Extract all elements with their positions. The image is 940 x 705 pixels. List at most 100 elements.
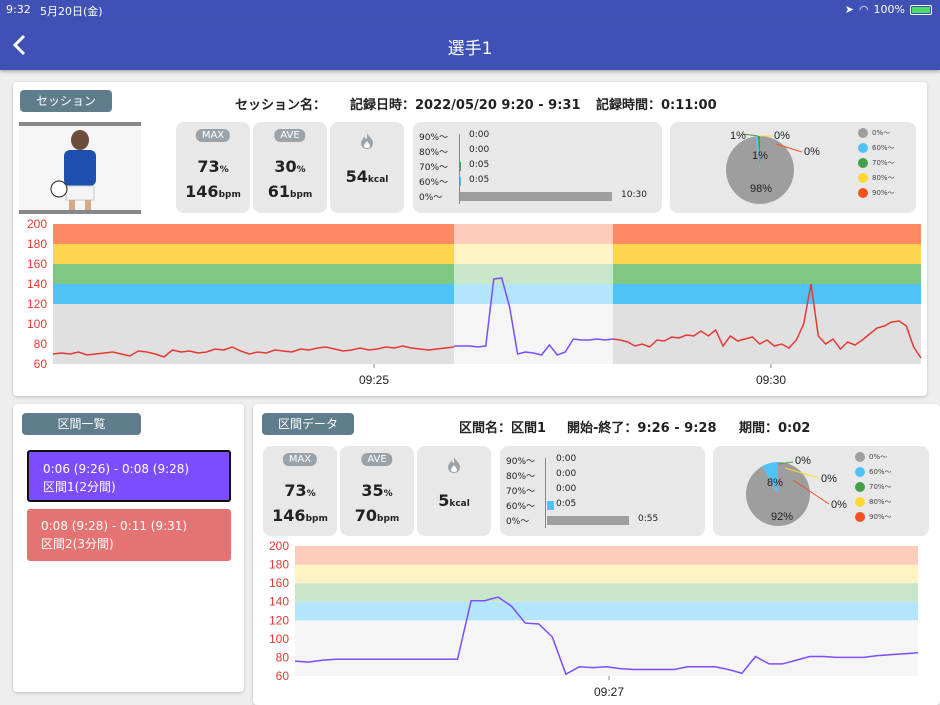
interval-heart-rate-chart: 200 180 160 140 120 100 80 60 09:27 [269,539,919,699]
session-zone-bar-3 [460,177,462,186]
y-tick-label: 200 [27,217,47,231]
zone-band-0 [613,304,921,364]
interval-range-label: 開始-終了：9:26 - 9:28 [567,421,717,436]
interval-ave-pct: 35% [340,481,414,500]
zone-band-2 [295,583,918,602]
interval-kcal-box: 5kcal [417,446,491,536]
hr-series-line-1 [454,277,614,356]
interval-zone-label-1: 80%〜 [506,472,536,482]
interval-zone-label-2: 70%〜 [506,487,536,497]
interval-ave-pill: AVE [361,453,393,466]
session-pie-leader-2 [775,143,803,153]
session-zone-bar-4 [460,192,612,201]
status-right: ➤ ◠ 100% [845,3,932,16]
interval-max-pct-value: 73 [284,481,307,500]
y-tick-label: 200 [269,539,289,553]
zone-band-3 [454,244,613,264]
max-pct-unit: % [219,165,229,175]
pie-legend-label: 80%〜 [869,498,892,506]
interval-item-2[interactable]: 0:08 (9:28) - 0:11 (9:31) 区間2(3分間) [27,509,231,561]
session-zone-time-2: 0:05 [469,160,490,170]
interval-max-bpm-unit: bpm [305,514,328,524]
y-tick-label: 140 [269,595,289,609]
session-zone-time-0: 0:00 [469,130,490,140]
ave-bpm: 61bpm [253,182,327,201]
session-zone-label-1: 80%〜 [419,148,449,158]
max-bpm-unit: bpm [218,190,241,200]
session-zone-time-3: 0:05 [469,175,490,185]
interval-pie: 0% 0% 0% 8% 92% [746,455,847,526]
y-tick-label: 160 [269,576,289,590]
pie-legend-item-2: 70%〜 [855,482,892,492]
max-bpm: 146bpm [176,182,250,201]
pie-legend-label: 0%〜 [872,129,891,137]
interval-zone-bar-3 [547,501,554,510]
zone-axis-line [545,458,546,528]
interval-pie-label-3: 8% [767,477,783,489]
interval-max-pct-unit: % [306,489,316,499]
chevron-left-icon[interactable] [10,30,34,60]
pie-legend-label: 90%〜 [869,513,892,521]
interval-list-tag: 区間一覧 [22,413,141,435]
max-pct: 73% [176,157,250,176]
interval-kcal-unit: kcal [449,499,470,509]
pie-chart-icon [858,173,868,183]
interval-ave-pct-unit: % [383,489,393,499]
interval-pie-leader-0 [778,461,794,465]
interval-item-1-name: 区間1(2分間) [43,480,116,494]
zone-band-4 [454,224,613,244]
pie-legend-item-1: 60%〜 [858,143,895,153]
zone-band-2 [613,264,921,284]
zone-band-2 [454,264,613,284]
session-zone-label-4: 0%〜 [419,193,443,203]
zone-band-4 [613,224,921,244]
pie-legend-item-3: 80%〜 [855,497,892,507]
x-tick-label: 09:27 [594,685,624,699]
session-pie-leader-0 [742,133,759,137]
interval-zone-box: 90%〜 0:00 80%〜 0:00 70%〜 0:00 60%〜 0:05 0%〜 0:55 [500,446,705,536]
session-card: セッション セッション名： 記録日時：2022/05/20 9:20 - 9:3… [13,82,927,396]
interval-item-2-time: 0:08 (9:28) - 0:11 (9:31) [41,519,188,533]
session-zone-box: 90%〜 0:00 80%〜 0:00 70%〜 0:05 60%〜 0:05 0%〜 10:30 [413,122,662,213]
interval-ave-bpm: 70bpm [340,506,414,525]
page-title: 選手1 [447,39,493,59]
interval-name-label: 区間名：区間1 [459,421,547,436]
pie-chart-icon [855,452,865,462]
zone-band-1 [454,284,613,304]
ave-bpm-value: 61 [267,182,290,201]
pie-chart-icon [858,128,868,138]
interval-pie-leader-1 [784,467,820,479]
interval-data-tag: 区間データ [262,413,354,435]
pie-legend-label: 80%〜 [872,174,895,182]
interval-pie-label-2: 0% [831,499,847,511]
zone-band-1 [53,284,454,304]
interval-pie-leader-2 [792,479,830,505]
x-tick-label: 09:30 [756,373,786,387]
hr-series-line-0 [52,345,455,358]
ave-bpm-unit: bpm [290,190,313,200]
pie-legend-label: 60%〜 [869,468,892,476]
session-tag: セッション [20,90,112,112]
zone-band-3 [295,564,918,584]
session-name-label: セッション名： [235,98,327,113]
zone-band-4 [53,224,454,244]
ave-pct-value: 30 [274,157,297,176]
pie-legend-label: 90%〜 [872,189,895,197]
interval-zone-time-2: 0:00 [556,484,577,494]
pie-legend-label: 0%〜 [869,453,888,461]
session-pie-label-0: 1% [730,130,746,142]
session-pie-label-1: 0% [774,130,790,142]
session-pie-slice-1 [755,136,760,170]
status-date: 5月20日(金) [40,5,103,18]
interval-item-1[interactable]: 0:06 (9:26) - 0:08 (9:28) 区間1(2分間) [27,450,231,502]
interval-zone-label-3: 60%〜 [506,502,536,512]
interval-ave-box: AVE 35% 70bpm [340,446,414,536]
zone-band-3 [53,244,454,264]
pie-legend-item-2: 70%〜 [858,158,895,168]
wifi-icon: ◠ [858,3,869,16]
kcal-value: 54kcal [330,167,404,186]
flame-icon [361,133,373,149]
pie-legend-item-0: 0%〜 [858,128,890,138]
kcal-unit: kcal [367,175,389,185]
location-icon: ➤ [844,3,854,16]
